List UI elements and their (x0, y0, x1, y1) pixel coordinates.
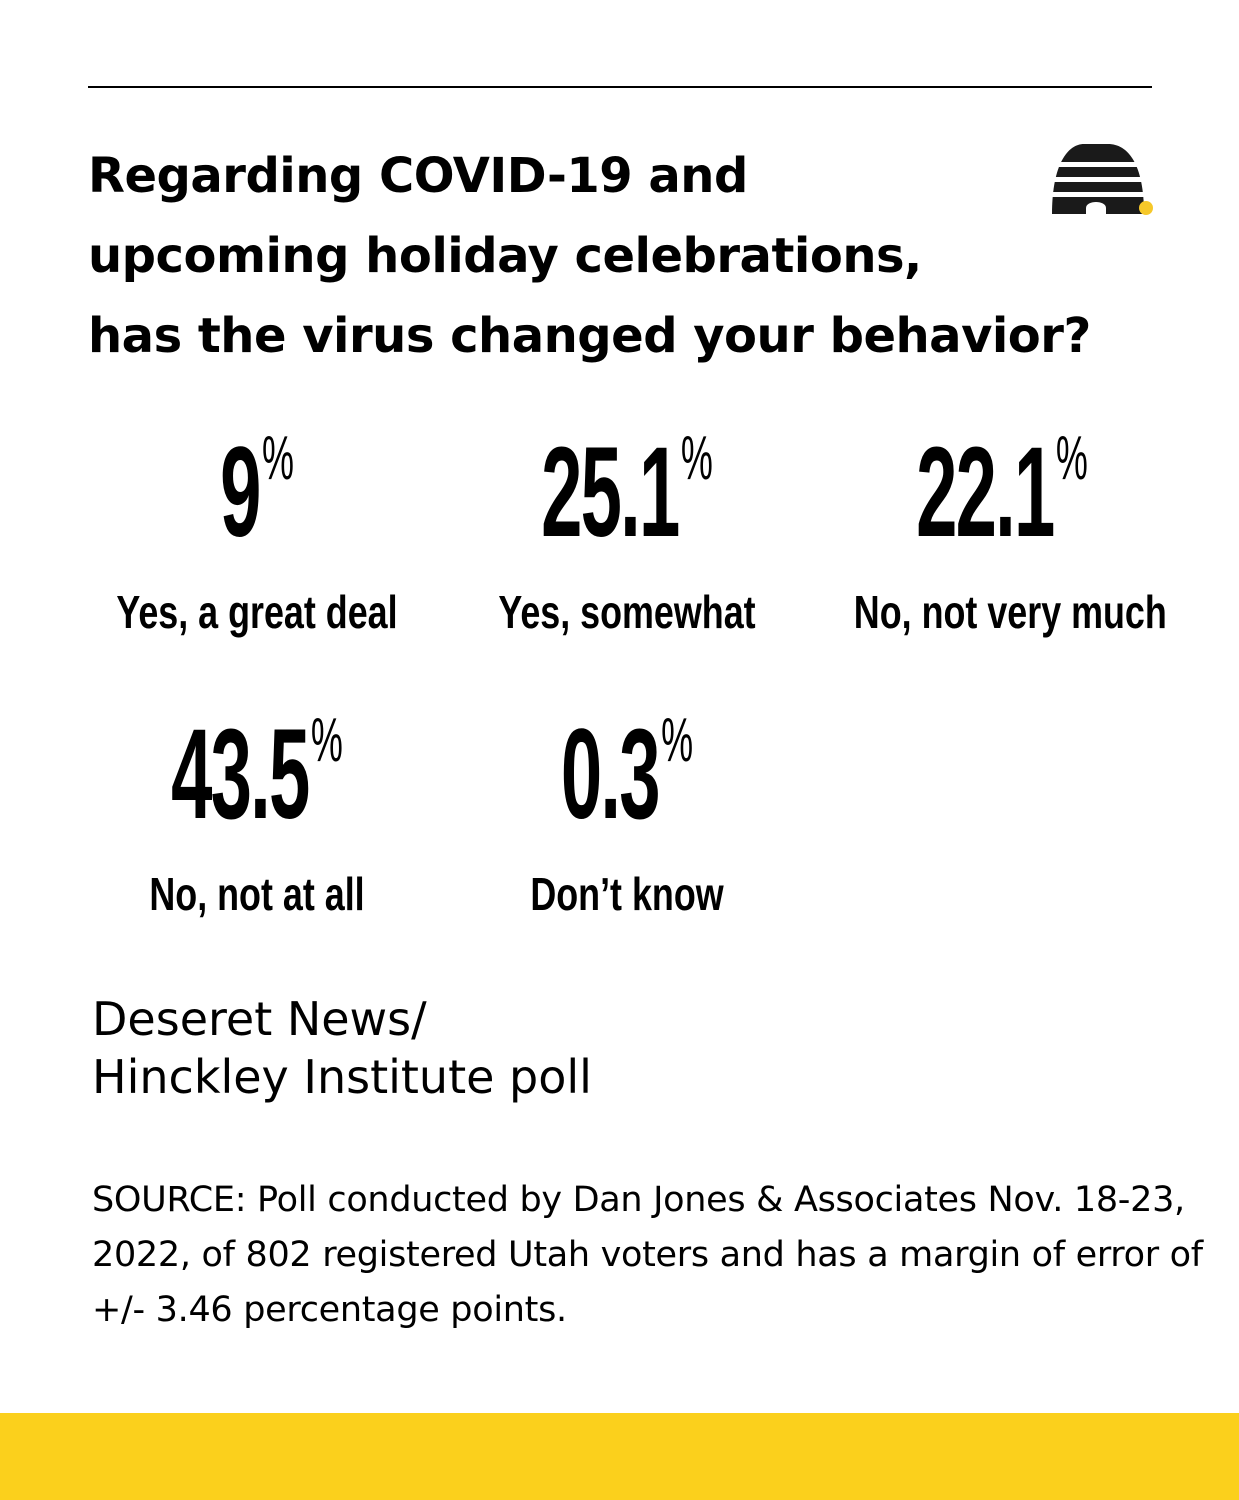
poll-credit: Deseret News/ Hinckley Institute poll (92, 992, 592, 1104)
stat-label: Don’t know (530, 868, 724, 920)
percent-sign: % (661, 706, 694, 775)
stat-value: 43.5% (147, 710, 367, 840)
percent-sign: % (310, 706, 343, 775)
beehive-stripe (1050, 192, 1150, 197)
stat-value: 0.3% (517, 710, 737, 840)
stat-number: 0.3 (560, 703, 661, 846)
stat-label: No, not at all (149, 868, 365, 920)
stat-number: 22.1 (916, 421, 1055, 564)
source-note: SOURCE: Poll conducted by Dan Jones & As… (92, 1180, 1203, 1330)
stat-value: 22.1% (892, 428, 1112, 558)
stat-label: No, not very much (853, 586, 1167, 638)
stat-no-not-at-all: 43.5% No, not at all (67, 710, 447, 924)
stat-value: 9% (147, 428, 367, 558)
stat-no-not-very-much: 22.1% No, not very much (812, 428, 1192, 642)
stat-value: 25.1% (517, 428, 737, 558)
stat-number: 25.1 (541, 421, 680, 564)
stat-number: 43.5 (171, 703, 310, 846)
percent-sign: % (680, 424, 713, 493)
stat-yes-somewhat: 25.1% Yes, somewhat (437, 428, 817, 642)
stat-yes-great-deal: 9% Yes, a great deal (67, 428, 447, 642)
beehive-stripe (1050, 177, 1150, 182)
stat-label: Yes, somewhat (498, 586, 756, 638)
percent-sign: % (261, 424, 294, 493)
stat-label: Yes, a great deal (116, 586, 398, 638)
accent-band (0, 1413, 1239, 1500)
chart-title: Regarding COVID-19 and upcoming holiday … (88, 148, 1091, 364)
stat-dont-know: 0.3% Don’t know (437, 710, 817, 924)
beehive-door (1086, 202, 1106, 214)
beehive-stripe (1050, 162, 1150, 167)
beehive-icon (1050, 144, 1153, 215)
top-rule (88, 86, 1152, 88)
percent-sign: % (1055, 424, 1088, 493)
beehive-dot (1139, 201, 1153, 215)
stat-number: 9 (220, 421, 261, 564)
